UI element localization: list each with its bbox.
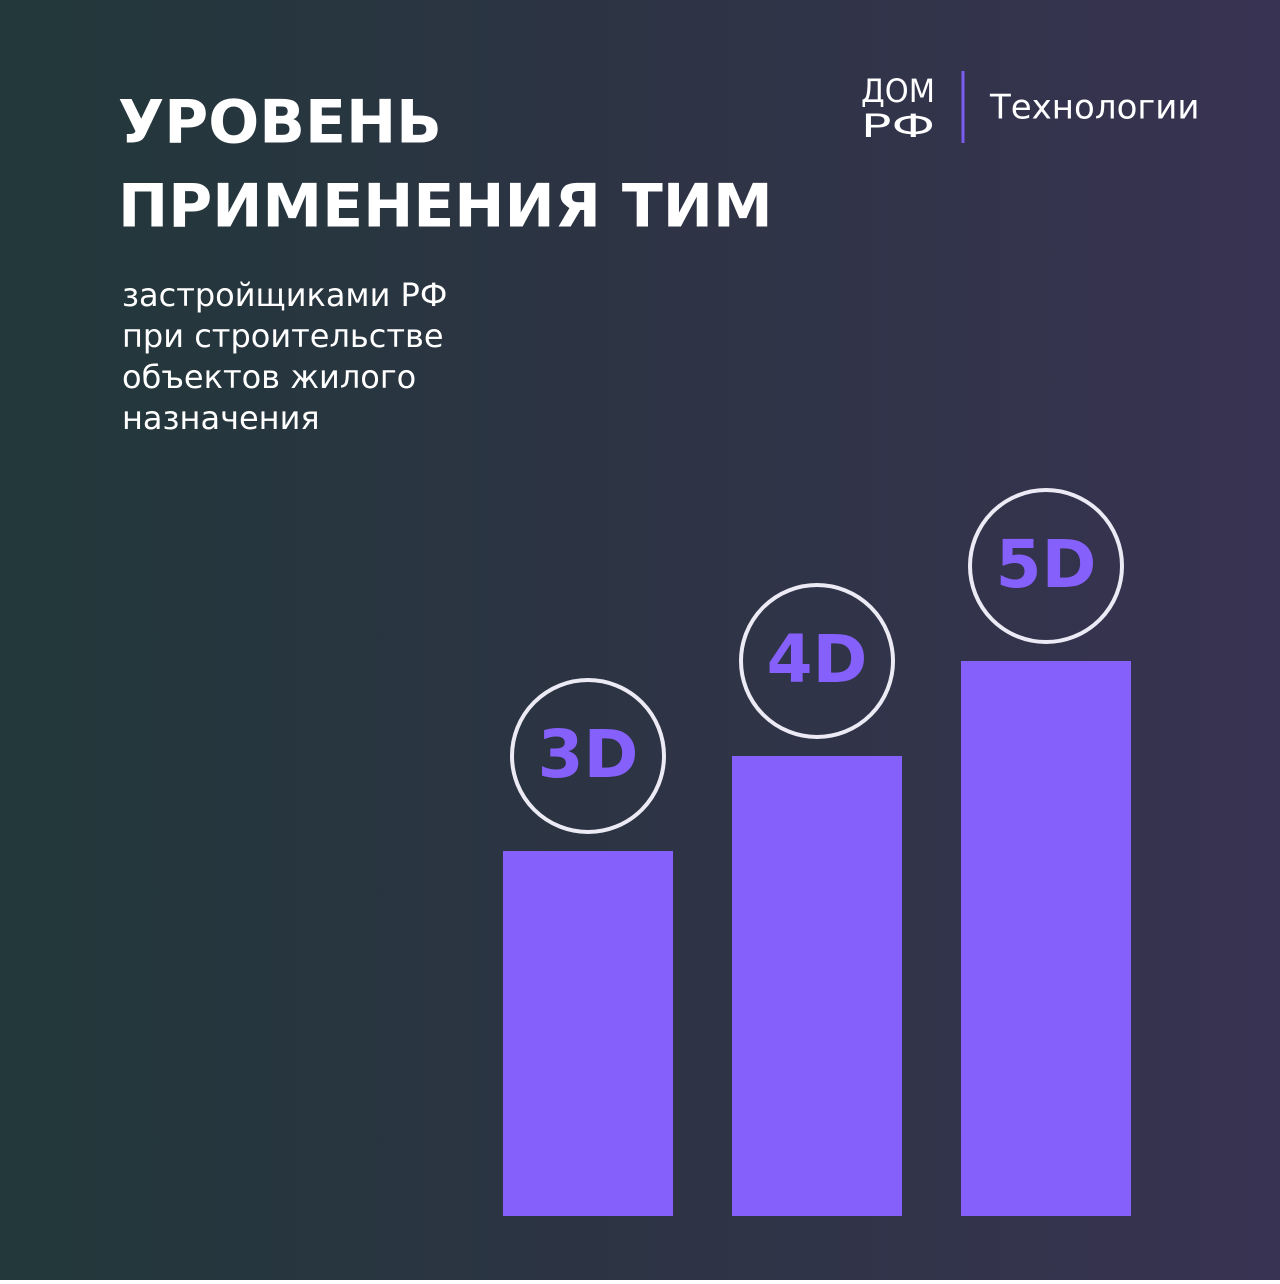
level-label: 3D	[538, 716, 639, 793]
level-label: 5D	[996, 526, 1097, 603]
level-ring	[510, 678, 666, 834]
logo-section: Технологии	[989, 88, 1199, 128]
title-line: УРОВЕНЬ	[118, 88, 442, 158]
level-label: 4D	[767, 621, 868, 698]
title-line: ПРИМЕНЕНИЯ ТИМ	[118, 172, 773, 242]
level-bar	[961, 661, 1131, 1216]
level-bar	[732, 756, 902, 1216]
subtitle-line: застройщиками РФ	[122, 276, 447, 314]
subtitle-line: при строительстве	[122, 317, 444, 355]
level-bar	[503, 851, 673, 1216]
logo-mark: РФ	[861, 107, 935, 145]
level-ring	[968, 488, 1124, 644]
logo-mark: ДОМ	[861, 72, 935, 110]
level-ring	[739, 583, 895, 739]
subtitle-line: объектов жилого	[122, 358, 416, 396]
levels: 3D 4D 5D	[503, 488, 1131, 1216]
subtitle-line: назначения	[122, 399, 320, 437]
